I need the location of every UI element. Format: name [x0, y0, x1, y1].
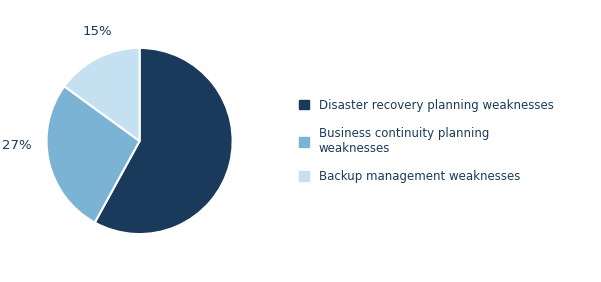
Text: 58%: 58%: [173, 144, 203, 157]
Wedge shape: [95, 48, 233, 234]
Wedge shape: [64, 48, 139, 141]
Text: 27%: 27%: [2, 139, 32, 152]
Legend: Disaster recovery planning weaknesses, Business continuity planning
weaknesses, : Disaster recovery planning weaknesses, B…: [299, 99, 554, 183]
Wedge shape: [46, 86, 139, 222]
Text: 15%: 15%: [83, 25, 112, 38]
